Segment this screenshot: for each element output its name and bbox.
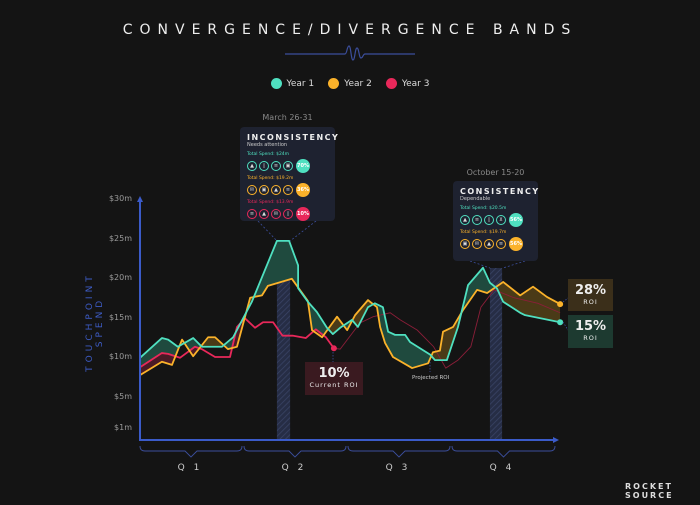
logo-line2: SOURCE	[625, 491, 674, 500]
year1-swatch-icon	[270, 78, 282, 89]
year2-roi-box: 28% ROI	[568, 279, 613, 311]
tooltip-subtitle: Dependable	[460, 196, 491, 202]
year2-roi-value: 28%	[574, 283, 607, 298]
y-tick-label: $10m	[108, 352, 132, 361]
mail-icon: ✉	[472, 239, 482, 249]
thumbs-up-icon: ▲	[460, 215, 470, 225]
current-roi-label: Current ROI	[309, 381, 359, 389]
year2-roi-label: ROI	[583, 298, 598, 306]
y-axis-arrow-icon	[137, 196, 143, 202]
current-roi-value: 10%	[318, 366, 350, 381]
y-tick-label: $25m	[108, 233, 132, 243]
year3-swatch-icon	[385, 78, 397, 89]
total-spend-label: Total Spend: $24m	[247, 152, 290, 157]
tooltip-connector-left	[257, 220, 317, 242]
quarter-brace	[347, 445, 451, 458]
quarter-label-q4: Q 4	[489, 463, 515, 473]
legend-label: Year 2	[344, 78, 372, 89]
mail-icon: ✉	[247, 185, 257, 195]
y-tick-label: $20m	[108, 273, 132, 282]
quarter-brace	[451, 445, 556, 458]
year1-roi-box: 15% ROI	[568, 315, 613, 348]
phone-icon: ▯	[259, 161, 269, 171]
year2-line	[139, 277, 561, 376]
tooltip-date-left: March 26-31	[262, 113, 313, 122]
quarter-label-q2: Q 2	[281, 463, 307, 473]
legend-item-year2: Year 2	[328, 78, 372, 89]
document-icon: ≡	[247, 209, 257, 219]
rocketsource-logo: ROCKET SOURCE	[625, 482, 674, 500]
y-tick-label: $30m	[108, 194, 132, 203]
quarter-brace	[243, 445, 347, 458]
roi-percent-badge: 70%	[296, 159, 310, 173]
cart-icon: ⊻	[496, 215, 506, 225]
thumbs-up-icon: ▲	[247, 161, 257, 171]
tooltip-connector-right	[469, 260, 526, 269]
image-icon: ▣	[259, 185, 269, 195]
wave-divider-icon	[285, 45, 415, 61]
tooltip-subtitle: Needs attention	[247, 142, 288, 148]
mail-icon: ✉	[271, 209, 281, 219]
total-spend-label: Total Spend: $19.7m	[460, 230, 507, 235]
y-tick-label: $5m	[114, 391, 132, 401]
legend-item-year3: Year 3	[385, 78, 430, 89]
tooltip-date-right: October 15-20	[466, 168, 525, 177]
legend-item-year1: Year 1	[270, 78, 315, 89]
legend-label: Year 1	[286, 78, 315, 89]
roi-percent-badge: 36%	[296, 183, 310, 197]
document-icon: ≡	[496, 239, 506, 249]
total-spend-label: Total Spend: $13.9m	[247, 200, 294, 205]
highlight-bar	[489, 268, 503, 440]
year1-line	[139, 239, 561, 362]
x-axis-arrow-icon	[553, 437, 559, 443]
touchpoint-row: ▲ ≡ ▯ ⊻ 56%	[460, 213, 531, 227]
roi-percent-badge: 56%	[509, 213, 523, 227]
thumbs-up-icon: ▲	[484, 239, 494, 249]
year2-end-dot	[557, 301, 564, 308]
tooltip-title: INCONSISTENCY	[247, 133, 340, 142]
touchpoint-row: ▲ ▯ ≡ ▣ 70%	[247, 159, 328, 173]
chart-title: CONVERGENCE/DIVERGENCE BANDS	[122, 22, 578, 38]
y-tick-label: $1m	[114, 423, 132, 433]
document-icon: ≡	[283, 185, 293, 195]
year1-roi-value: 15%	[574, 319, 607, 334]
y-tick-label: $15m	[108, 312, 132, 322]
thumbs-up-icon: ▲	[259, 209, 269, 219]
logo-line1: ROCKET	[625, 482, 673, 491]
current-roi-box: 10% Current ROI	[305, 362, 363, 395]
year2-swatch-icon	[328, 78, 340, 89]
document-icon: ≡	[472, 215, 482, 225]
total-spend-label: Total Spend: $20.5m	[460, 206, 507, 211]
quarter-brace	[139, 445, 243, 458]
current-roi-dot	[330, 345, 337, 352]
legend-label: Year 3	[401, 78, 430, 89]
year1-roi-label: ROI	[583, 334, 598, 342]
phone-icon: ▯	[283, 209, 293, 219]
year1-end-dot	[557, 319, 564, 326]
tooltip-consistency: CONSISTENCY Dependable Total Spend: $20.…	[453, 181, 538, 261]
projected-roi-line	[333, 289, 561, 369]
total-spend-label: Total Spend: $19.2m	[247, 176, 294, 181]
document-icon: ≡	[271, 161, 281, 171]
projected-roi-label: Projected ROI	[412, 375, 450, 381]
image-icon: ▣	[283, 161, 293, 171]
roi-percent-badge: 56%	[509, 237, 523, 251]
touchpoint-row: ✉ ▣ ▲ ≡ 36%	[247, 183, 328, 197]
roi-percent-badge: 10%	[296, 207, 310, 221]
image-icon: ▣	[460, 239, 470, 249]
quarter-label-q1: Q 1	[177, 463, 203, 473]
highlight-bar	[276, 241, 291, 440]
touchpoint-row: ≡ ▲ ✉ ▯ 10%	[247, 207, 328, 221]
quarter-label-q3: Q 3	[385, 463, 411, 473]
tooltip-inconsistency: INCONSISTENCY Needs attention Total Spen…	[240, 127, 340, 221]
phone-icon: ▯	[484, 215, 494, 225]
thumbs-up-icon: ▲	[271, 185, 281, 195]
touchpoint-row: ▣ ✉ ▲ ≡ 56%	[460, 237, 531, 251]
tooltip-title: CONSISTENCY	[460, 187, 540, 196]
legend: Year 1 Year 2 Year 3	[0, 78, 700, 89]
